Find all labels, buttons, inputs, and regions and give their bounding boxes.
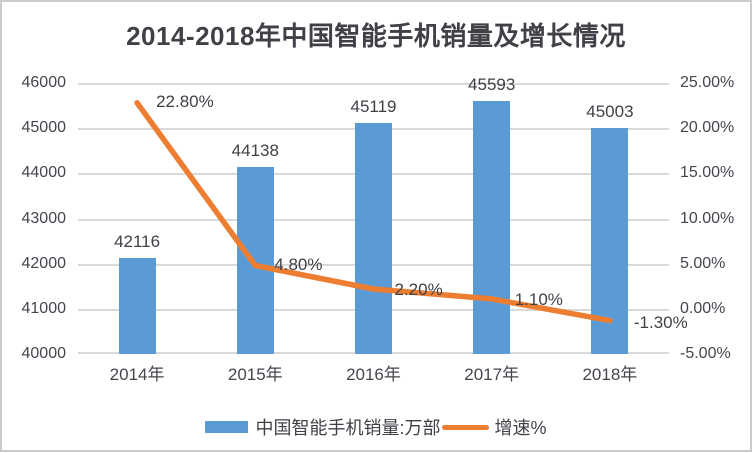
left-axis-tick-label: 42000: [21, 254, 67, 272]
left-axis-tick-label: 43000: [21, 209, 67, 227]
plot-area: 42116 44138 45119 45593 45003 22.80% 4.80% 2.2…: [78, 75, 688, 354]
right-axis-tick-label: 10.00%: [680, 209, 735, 227]
growth-line: [134, 100, 613, 324]
line-value-label: 1.10%: [514, 289, 563, 309]
chart-title: 2014-2018年中国智能手机销量及增长情况: [126, 21, 626, 51]
legend-item-sales: 中国智能手机销量:万部: [205, 414, 440, 440]
line-value-label: -1.30%: [633, 312, 688, 332]
left-y-axis: 46000 45000 44000 43000 42000 41000 40000: [2, 74, 67, 362]
right-axis-tick-label: 20.00%: [680, 119, 735, 137]
legend-label-growth: 增速%: [494, 418, 547, 438]
bar-value-label: 42116: [114, 232, 161, 252]
x-axis-category-label: 2016年: [346, 365, 401, 384]
line-value-label: 22.80%: [156, 91, 214, 111]
right-y-axis: 25.00% 20.00% 15.00% 10.00% 5.00% 0.00% -5.00%: [680, 74, 750, 362]
bar: [118, 258, 156, 354]
left-axis-tick-label: 44000: [21, 164, 67, 182]
legend: 中国智能手机销量:万部 增速%: [2, 414, 750, 440]
right-axis-tick-label: 25.00%: [680, 74, 735, 91]
line-value-label: 2.20%: [394, 279, 443, 299]
x-axis-category-label: 2014年: [109, 365, 165, 384]
right-axis-tick-label: -5.00%: [680, 345, 731, 362]
x-axis-category-label: 2018年: [582, 365, 638, 384]
bar-value-label: 45593: [468, 75, 516, 95]
line-series: [134, 100, 613, 324]
bar-value-label: 45003: [586, 102, 634, 122]
line-series-swatch-icon: [442, 424, 490, 430]
gridline: [78, 83, 669, 85]
bar-value-label: 45119: [350, 96, 397, 116]
legend-item-growth: 增速%: [440, 414, 547, 440]
right-axis-tick-label: 5.00%: [680, 254, 726, 272]
line-value-label: 4.80%: [274, 255, 323, 275]
bar: [355, 122, 392, 354]
left-axis-tick-label: 45000: [21, 119, 67, 137]
bar: [236, 167, 274, 354]
x-axis-category-label: 2015年: [227, 365, 283, 384]
x-axis: 2014年 2015年 2016年 2017年 2018年: [78, 365, 669, 387]
bar: [473, 101, 511, 354]
left-axis-tick-label: 46000: [21, 74, 67, 91]
right-axis-tick-label: 0.00%: [680, 299, 726, 317]
left-axis-tick-label: 40000: [21, 345, 67, 362]
bar-series-swatch-icon: [205, 421, 249, 433]
bar-value-label: 44138: [231, 141, 279, 161]
x-axis-category-label: 2017年: [464, 365, 520, 384]
legend-label-sales: 中国智能手机销量:万部: [255, 418, 441, 438]
right-axis-tick-label: 15.00%: [680, 164, 735, 182]
left-axis-tick-label: 41000: [21, 299, 67, 317]
